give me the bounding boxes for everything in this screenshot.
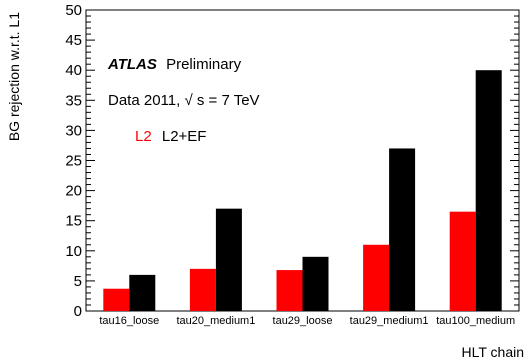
x-category-label: tau29_loose [273, 315, 333, 327]
bar-l2-ef-tau20_medium1 [215, 208, 242, 311]
y-tick-label: 10 [65, 243, 82, 260]
y-tick-label: 35 [65, 92, 82, 109]
x-axis-categories: tau16_loose tau20_medium1 tau29_loose tau29… [99, 315, 515, 327]
atlas-annotation: ATLAS Preliminary [107, 56, 242, 73]
x-category-label: tau20_medium1 [176, 315, 255, 327]
atlas-sub: Preliminary [166, 56, 242, 73]
x-category-label: tau29_medium1 [350, 315, 429, 327]
bar-l2-tau29_medium1 [363, 244, 390, 311]
y-tick-label: 30 [65, 122, 82, 139]
bar-l2-tau29_loose [276, 270, 303, 311]
sqrt-symbol: √ [184, 92, 193, 109]
data-text: Data 2011, [108, 92, 180, 109]
bar-l2-tau16_loose [103, 288, 130, 311]
y-tick-label: 50 [65, 2, 82, 19]
bar-l2-ef-tau29_loose [302, 256, 329, 311]
data-annotation: Data 2011, √ s = 7 TeV [108, 92, 260, 109]
legend-entry-l2: L2 [135, 128, 152, 145]
y-tick-label: 15 [65, 213, 82, 230]
bar-l2-ef-tau16_loose [129, 274, 156, 311]
y-tick-label: 40 [65, 62, 82, 79]
y-tick-label: 25 [65, 153, 82, 170]
x-category-label: tau16_loose [99, 315, 159, 327]
y-tick-label: 0 [74, 303, 82, 320]
bars [103, 70, 502, 311]
x-category-label: tau100_medium [436, 315, 515, 327]
atlas-label: ATLAS [107, 56, 157, 73]
y-axis-ticks: 0 5 10 15 20 25 30 35 40 45 50 [65, 2, 519, 320]
x-axis-title: HLT chain [461, 344, 524, 360]
bar-l2-tau20_medium1 [189, 268, 216, 311]
y-tick-label: 45 [65, 32, 82, 49]
bar-l2-ef-tau29_medium1 [389, 148, 416, 311]
legend: L2 L2+EF [135, 128, 206, 145]
y-tick-label: 5 [74, 273, 82, 290]
y-tick-label: 20 [65, 183, 82, 200]
energy-text: s = 7 TeV [197, 92, 260, 109]
bar-l2-tau100_medium [449, 211, 476, 311]
legend-entry-l2-ef: L2+EF [162, 128, 207, 145]
y-axis-title: BG rejection w.r.t. L1 [6, 12, 22, 141]
bar-l2-ef-tau100_medium [475, 70, 502, 311]
